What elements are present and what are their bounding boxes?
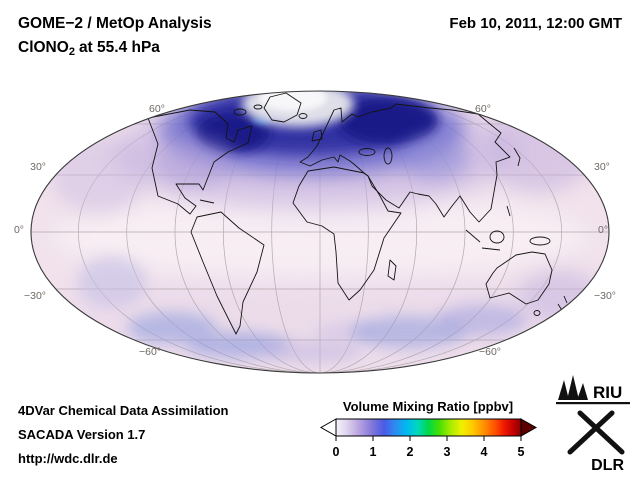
continents [147, 92, 568, 335]
lat-label-30n-left: 30° [30, 161, 46, 173]
dlr-emblem-icon [567, 410, 625, 455]
colorbar-tick-5: 5 [518, 445, 525, 459]
coast-philippines [506, 205, 511, 217]
footer-line-1: 4DVar Chemical Data Assimilation [18, 403, 229, 418]
coast-south-america [190, 211, 265, 335]
coast-borneo [489, 230, 505, 244]
coast-australia [485, 251, 553, 305]
map-boundary [30, 90, 610, 374]
coast-new-guinea [529, 236, 551, 246]
riu-logo: RIU [556, 375, 630, 405]
colorbar-tick-3: 3 [444, 445, 451, 459]
coast-arctic-island-1 [233, 108, 247, 116]
species-subscript: 2 [69, 46, 75, 58]
species-title: ClONO2 at 55.4 hPa [18, 39, 160, 58]
lat-label-60n-left: 60° [149, 103, 165, 115]
lat-label-30n-right: 30° [594, 161, 610, 173]
footer-line-2: SACADA Version 1.7 [18, 427, 145, 442]
lat-label-eq-right: 0° [598, 224, 608, 236]
colorbar: Volume Mixing Ratio [ppbv] 0 1 2 3 4 5 [319, 399, 538, 459]
colorbar-title: Volume Mixing Ratio [ppbv] [343, 399, 513, 414]
lat-label-30s-left: −30° [24, 290, 46, 302]
dlr-logo: DLR [567, 410, 625, 474]
colorbar-tick-4: 4 [481, 445, 488, 459]
colorbar-tick-1: 1 [370, 445, 377, 459]
coast-cuba [199, 199, 215, 204]
lat-label-60s-right: −60° [479, 346, 501, 358]
species-prefix: ClONO [18, 39, 69, 56]
lat-label-60s-left: −60° [139, 346, 161, 358]
coast-north-america [147, 109, 253, 215]
coast-japan [513, 147, 521, 167]
colorbar-gradient [335, 418, 522, 437]
footer-link[interactable]: http://wdc.dlr.de [18, 451, 118, 466]
coast-java [481, 247, 501, 251]
riu-logo-underline [556, 402, 630, 405]
colorbar-tick-0: 0 [333, 445, 340, 459]
coast-uk [311, 129, 323, 142]
coast-madagascar [387, 259, 397, 281]
page-title: GOME−2 / MetOp Analysis [18, 15, 212, 32]
footer: 4DVar Chemical Data Assimilation SACADA … [18, 403, 229, 466]
coast-eurasia [299, 103, 511, 223]
coast-arctic-island-2 [253, 104, 263, 110]
lat-label-eq-left: 0° [14, 224, 24, 236]
coast-greenland [263, 92, 302, 123]
latitude-labels: 60° 60° 30° 30° 0° 0° −30° −30° −60° −60… [14, 103, 616, 358]
coast-black-sea [358, 148, 376, 156]
coast-iceland [298, 113, 308, 119]
coast-tasmania [533, 310, 541, 316]
datetime-label: Feb 10, 2011, 12:00 GMT [449, 15, 622, 32]
colorbar-tick-2: 2 [407, 445, 414, 459]
colorbar-tick-marks [335, 436, 522, 441]
world-map: 60° 60° 30° 30° 0° 0° −30° −30° −60° −60… [14, 90, 616, 374]
lat-label-60n-right: 60° [475, 103, 491, 115]
data-overlay [52, 91, 602, 363]
coast-caspian-sea [383, 147, 393, 165]
coast-sumatra [465, 229, 481, 243]
dlr-logo-text: DLR [591, 457, 624, 474]
riu-logo-peaks-icon [558, 375, 588, 400]
lat-label-30s-right: −30° [594, 290, 616, 302]
riu-logo-text: RIU [593, 383, 622, 402]
species-suffix: at 55.4 hPa [79, 39, 160, 56]
